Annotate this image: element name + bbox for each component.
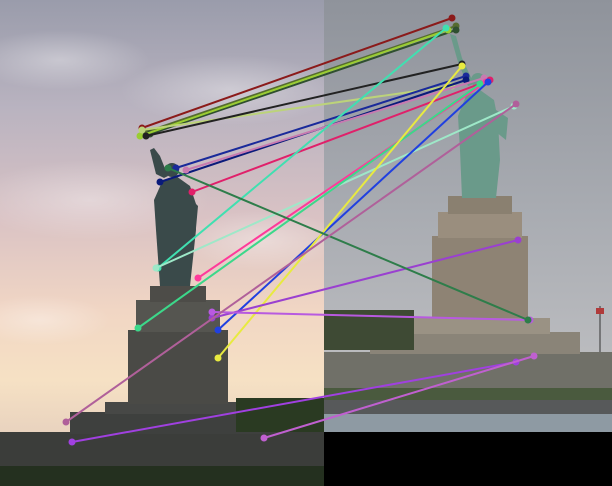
match-line xyxy=(141,85,453,131)
keypoint-left xyxy=(214,326,222,334)
left-clouds xyxy=(0,30,340,345)
keypoint-left xyxy=(134,324,142,332)
right-photo xyxy=(324,0,612,486)
match-line xyxy=(145,63,463,137)
keypoint-left xyxy=(164,164,172,172)
match-19 xyxy=(164,164,532,324)
match-line xyxy=(65,103,517,423)
match-line xyxy=(145,25,457,133)
match-line xyxy=(185,77,485,171)
keypoint-left xyxy=(68,438,76,446)
keypoint-right xyxy=(530,352,538,360)
match-22 xyxy=(260,352,538,442)
keypoint-right xyxy=(448,14,456,22)
match-9 xyxy=(182,74,488,174)
left-photo xyxy=(0,0,340,486)
match-line xyxy=(211,311,531,321)
keypoint-right xyxy=(452,26,460,34)
match-line xyxy=(175,75,467,169)
keypoint-left xyxy=(136,132,144,140)
keypoint-right xyxy=(512,100,520,108)
match-15 xyxy=(214,78,492,334)
match-line xyxy=(217,65,463,359)
match-line xyxy=(263,355,535,439)
keypoint-left xyxy=(194,274,202,282)
right-empty-band xyxy=(324,432,612,486)
right-statue xyxy=(324,34,612,432)
keypoint-left xyxy=(152,264,160,272)
keypoint-left xyxy=(62,418,70,426)
keypoint-right xyxy=(524,316,532,324)
keypoint-left xyxy=(208,308,216,316)
keypoint-right xyxy=(514,236,522,244)
keypoint-left xyxy=(214,354,222,362)
left-statue xyxy=(0,148,324,486)
keypoint-left xyxy=(182,166,190,174)
match-line xyxy=(191,79,491,193)
keypoint-right xyxy=(458,62,466,70)
match-lines xyxy=(62,14,538,446)
keypoint-left xyxy=(138,126,146,134)
match-line xyxy=(217,81,489,331)
keypoint-right xyxy=(484,78,492,86)
keypoint-left xyxy=(260,434,268,442)
match-20 xyxy=(62,100,520,426)
match-line xyxy=(137,83,481,329)
keypoint-left xyxy=(188,188,196,196)
keypoint-left xyxy=(156,178,164,186)
keypoint-right xyxy=(442,24,450,32)
match-line xyxy=(211,239,519,319)
keypoint-right xyxy=(462,76,470,84)
keypoint-left xyxy=(142,132,150,140)
match-16 xyxy=(214,62,466,362)
keypoint-right xyxy=(476,80,484,88)
match-14 xyxy=(134,80,484,332)
match-line xyxy=(139,29,449,137)
match-line xyxy=(141,17,453,129)
match-line xyxy=(71,361,517,443)
match-line xyxy=(149,29,457,135)
match-line xyxy=(167,167,529,321)
match-line xyxy=(157,27,447,269)
